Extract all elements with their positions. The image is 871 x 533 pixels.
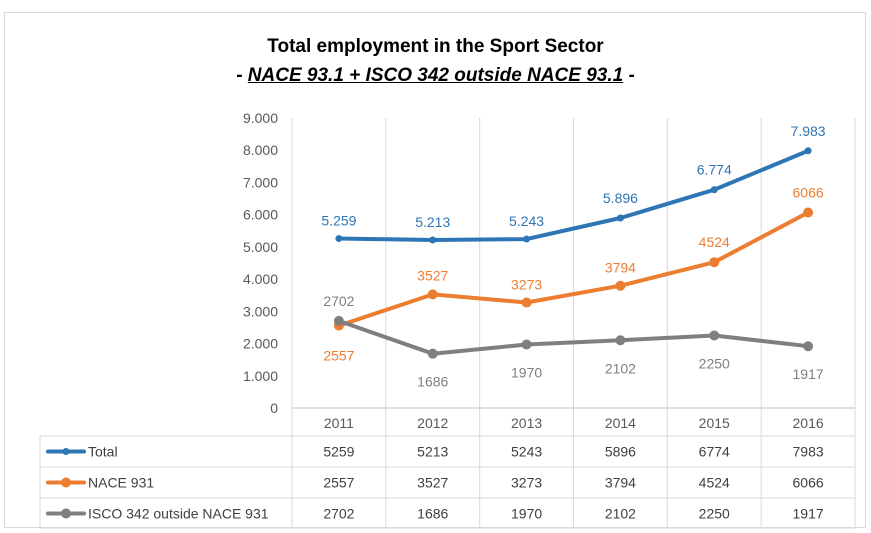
data-point xyxy=(804,147,812,155)
legend-key-marker xyxy=(61,508,71,519)
data-label: 1686 xyxy=(417,374,448,390)
subtitle-main: NACE 93.1 + ISCO 342 outside NACE 93.1 xyxy=(247,65,624,86)
series-line-1 xyxy=(336,210,811,328)
data-label: 2557 xyxy=(323,348,354,364)
legend-key-marker xyxy=(61,477,71,488)
y-tick-label: 1.000 xyxy=(243,368,278,384)
y-tick-label: 5.000 xyxy=(243,239,278,255)
data-point xyxy=(615,335,626,346)
y-tick-label: 2.000 xyxy=(243,336,278,352)
data-label: 4524 xyxy=(699,234,730,250)
data-label: 6.774 xyxy=(697,162,732,178)
data-point xyxy=(429,236,437,244)
data-point xyxy=(616,214,624,222)
subtitle-suffix: - xyxy=(623,65,635,86)
data-point xyxy=(803,207,814,218)
table-cell: 4524 xyxy=(699,475,730,491)
x-tick-label: 2011 xyxy=(324,415,354,431)
chart-subtitle: - NACE 93.1 + ISCO 342 outside NACE 93.1… xyxy=(0,64,871,88)
subtitle-prefix: - xyxy=(236,65,248,86)
table-cell: 6066 xyxy=(793,475,824,491)
data-label: 6066 xyxy=(793,185,824,201)
y-tick-label: 8.000 xyxy=(243,142,278,158)
data-label: 1917 xyxy=(793,366,824,382)
x-tick-label: 2016 xyxy=(793,415,824,431)
table-cell: 1917 xyxy=(793,506,824,522)
table-cell: 2702 xyxy=(323,506,354,522)
table-cell: 5213 xyxy=(417,444,448,460)
data-point xyxy=(521,339,532,350)
legend-label: ISCO 342 outside NACE 931 xyxy=(88,506,269,522)
table-cell: 5259 xyxy=(323,444,354,460)
table-cell: 3273 xyxy=(511,475,542,491)
data-point xyxy=(427,289,438,300)
data-label: 5.896 xyxy=(603,190,638,206)
y-tick-label: 3.000 xyxy=(243,303,278,319)
y-tick-label: 4.000 xyxy=(243,271,278,287)
table-cell: 3527 xyxy=(417,475,448,491)
table-cell: 3794 xyxy=(605,475,636,491)
series-line-0 xyxy=(336,148,811,242)
data-label: 1970 xyxy=(511,365,542,381)
x-tick-label: 2012 xyxy=(417,415,448,431)
data-point xyxy=(523,235,531,243)
data-label: 2250 xyxy=(699,356,730,372)
data-label: 2702 xyxy=(323,293,354,309)
data-label: 3273 xyxy=(511,277,542,293)
data-label: 3527 xyxy=(417,267,448,283)
data-label: 2102 xyxy=(605,360,636,376)
table-cell: 7983 xyxy=(793,444,824,460)
y-tick-label: 0 xyxy=(270,400,278,416)
table-cell: 1970 xyxy=(511,506,542,522)
x-tick-label: 2014 xyxy=(605,415,636,431)
y-tick-label: 6.000 xyxy=(243,207,278,223)
series-line-2 xyxy=(336,318,811,356)
data-point xyxy=(333,315,344,326)
table-cell: 2250 xyxy=(699,506,730,522)
legend-label: Total xyxy=(88,444,118,460)
table-cell: 5243 xyxy=(511,444,542,460)
legend-key-marker xyxy=(62,448,70,455)
x-tick-label: 2015 xyxy=(699,415,730,431)
chart-title: Total employment in the Sport Sector xyxy=(267,36,604,57)
data-label: 5.243 xyxy=(509,213,544,229)
table-cell: 5896 xyxy=(605,444,636,460)
data-point xyxy=(335,235,343,243)
chart-frame xyxy=(4,12,866,528)
data-point xyxy=(427,348,438,359)
legend-label: NACE 931 xyxy=(88,475,154,491)
table-cell: 2102 xyxy=(605,506,636,522)
y-tick-label: 9.000 xyxy=(243,110,278,126)
table-cell: 6774 xyxy=(699,444,730,460)
data-point xyxy=(709,330,720,341)
y-tick-label: 7.000 xyxy=(243,174,278,190)
table-cell: 1686 xyxy=(417,506,448,522)
data-point xyxy=(803,341,814,352)
data-point xyxy=(709,257,720,268)
data-label: 5.213 xyxy=(415,214,450,230)
data-point xyxy=(615,280,626,291)
data-label: 7.983 xyxy=(791,123,826,139)
table-cell: 2557 xyxy=(323,475,354,491)
data-point xyxy=(521,297,532,308)
data-label: 3794 xyxy=(605,260,636,276)
data-label: 5.259 xyxy=(321,213,356,229)
data-point xyxy=(710,186,718,194)
x-tick-label: 2013 xyxy=(511,415,542,431)
